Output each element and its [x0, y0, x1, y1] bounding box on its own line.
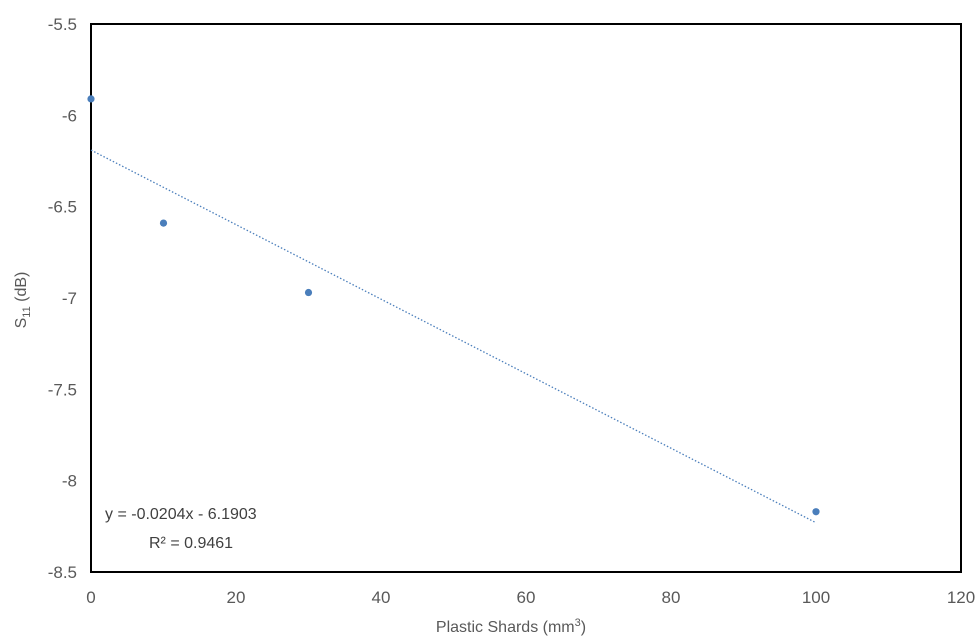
data-points: [87, 95, 820, 516]
x-tick-label: 100: [802, 588, 830, 607]
y-tick-label: -5.5: [48, 15, 77, 34]
plot-area: [90, 23, 962, 573]
x-tick-label: 80: [662, 588, 681, 607]
trendline: [90, 149, 817, 524]
trendline-equation: y = -0.0204x - 6.1903: [105, 506, 257, 523]
data-point: [304, 288, 313, 297]
x-tick-label: 60: [517, 588, 536, 607]
x-tick-label: 0: [86, 588, 95, 607]
r-squared-label: R² = 0.9461: [149, 535, 233, 552]
y-tick-label: -7: [62, 289, 77, 308]
x-axis-title: Plastic Shards (mm3): [436, 617, 586, 636]
x-axis-ticks: 0 20 40 60 80 100 120: [86, 588, 975, 607]
x-tick-label: 40: [372, 588, 391, 607]
y-tick-label: -6: [62, 106, 77, 125]
y-axis-ticks: -5.5 -6 -6.5 -7 -7.5 -8 -8.5: [48, 15, 77, 582]
y-tick-label: -8: [62, 472, 77, 491]
y-tick-label: -7.5: [48, 380, 77, 399]
y-axis-title: S11 (dB): [13, 272, 33, 329]
data-point: [159, 219, 168, 227]
y-tick-label: -6.5: [48, 198, 77, 217]
data-point: [812, 508, 820, 516]
y-tick-label: -8.5: [48, 563, 77, 582]
x-tick-label: 20: [227, 588, 246, 607]
data-point: [87, 95, 95, 103]
x-tick-label: 120: [947, 588, 975, 607]
